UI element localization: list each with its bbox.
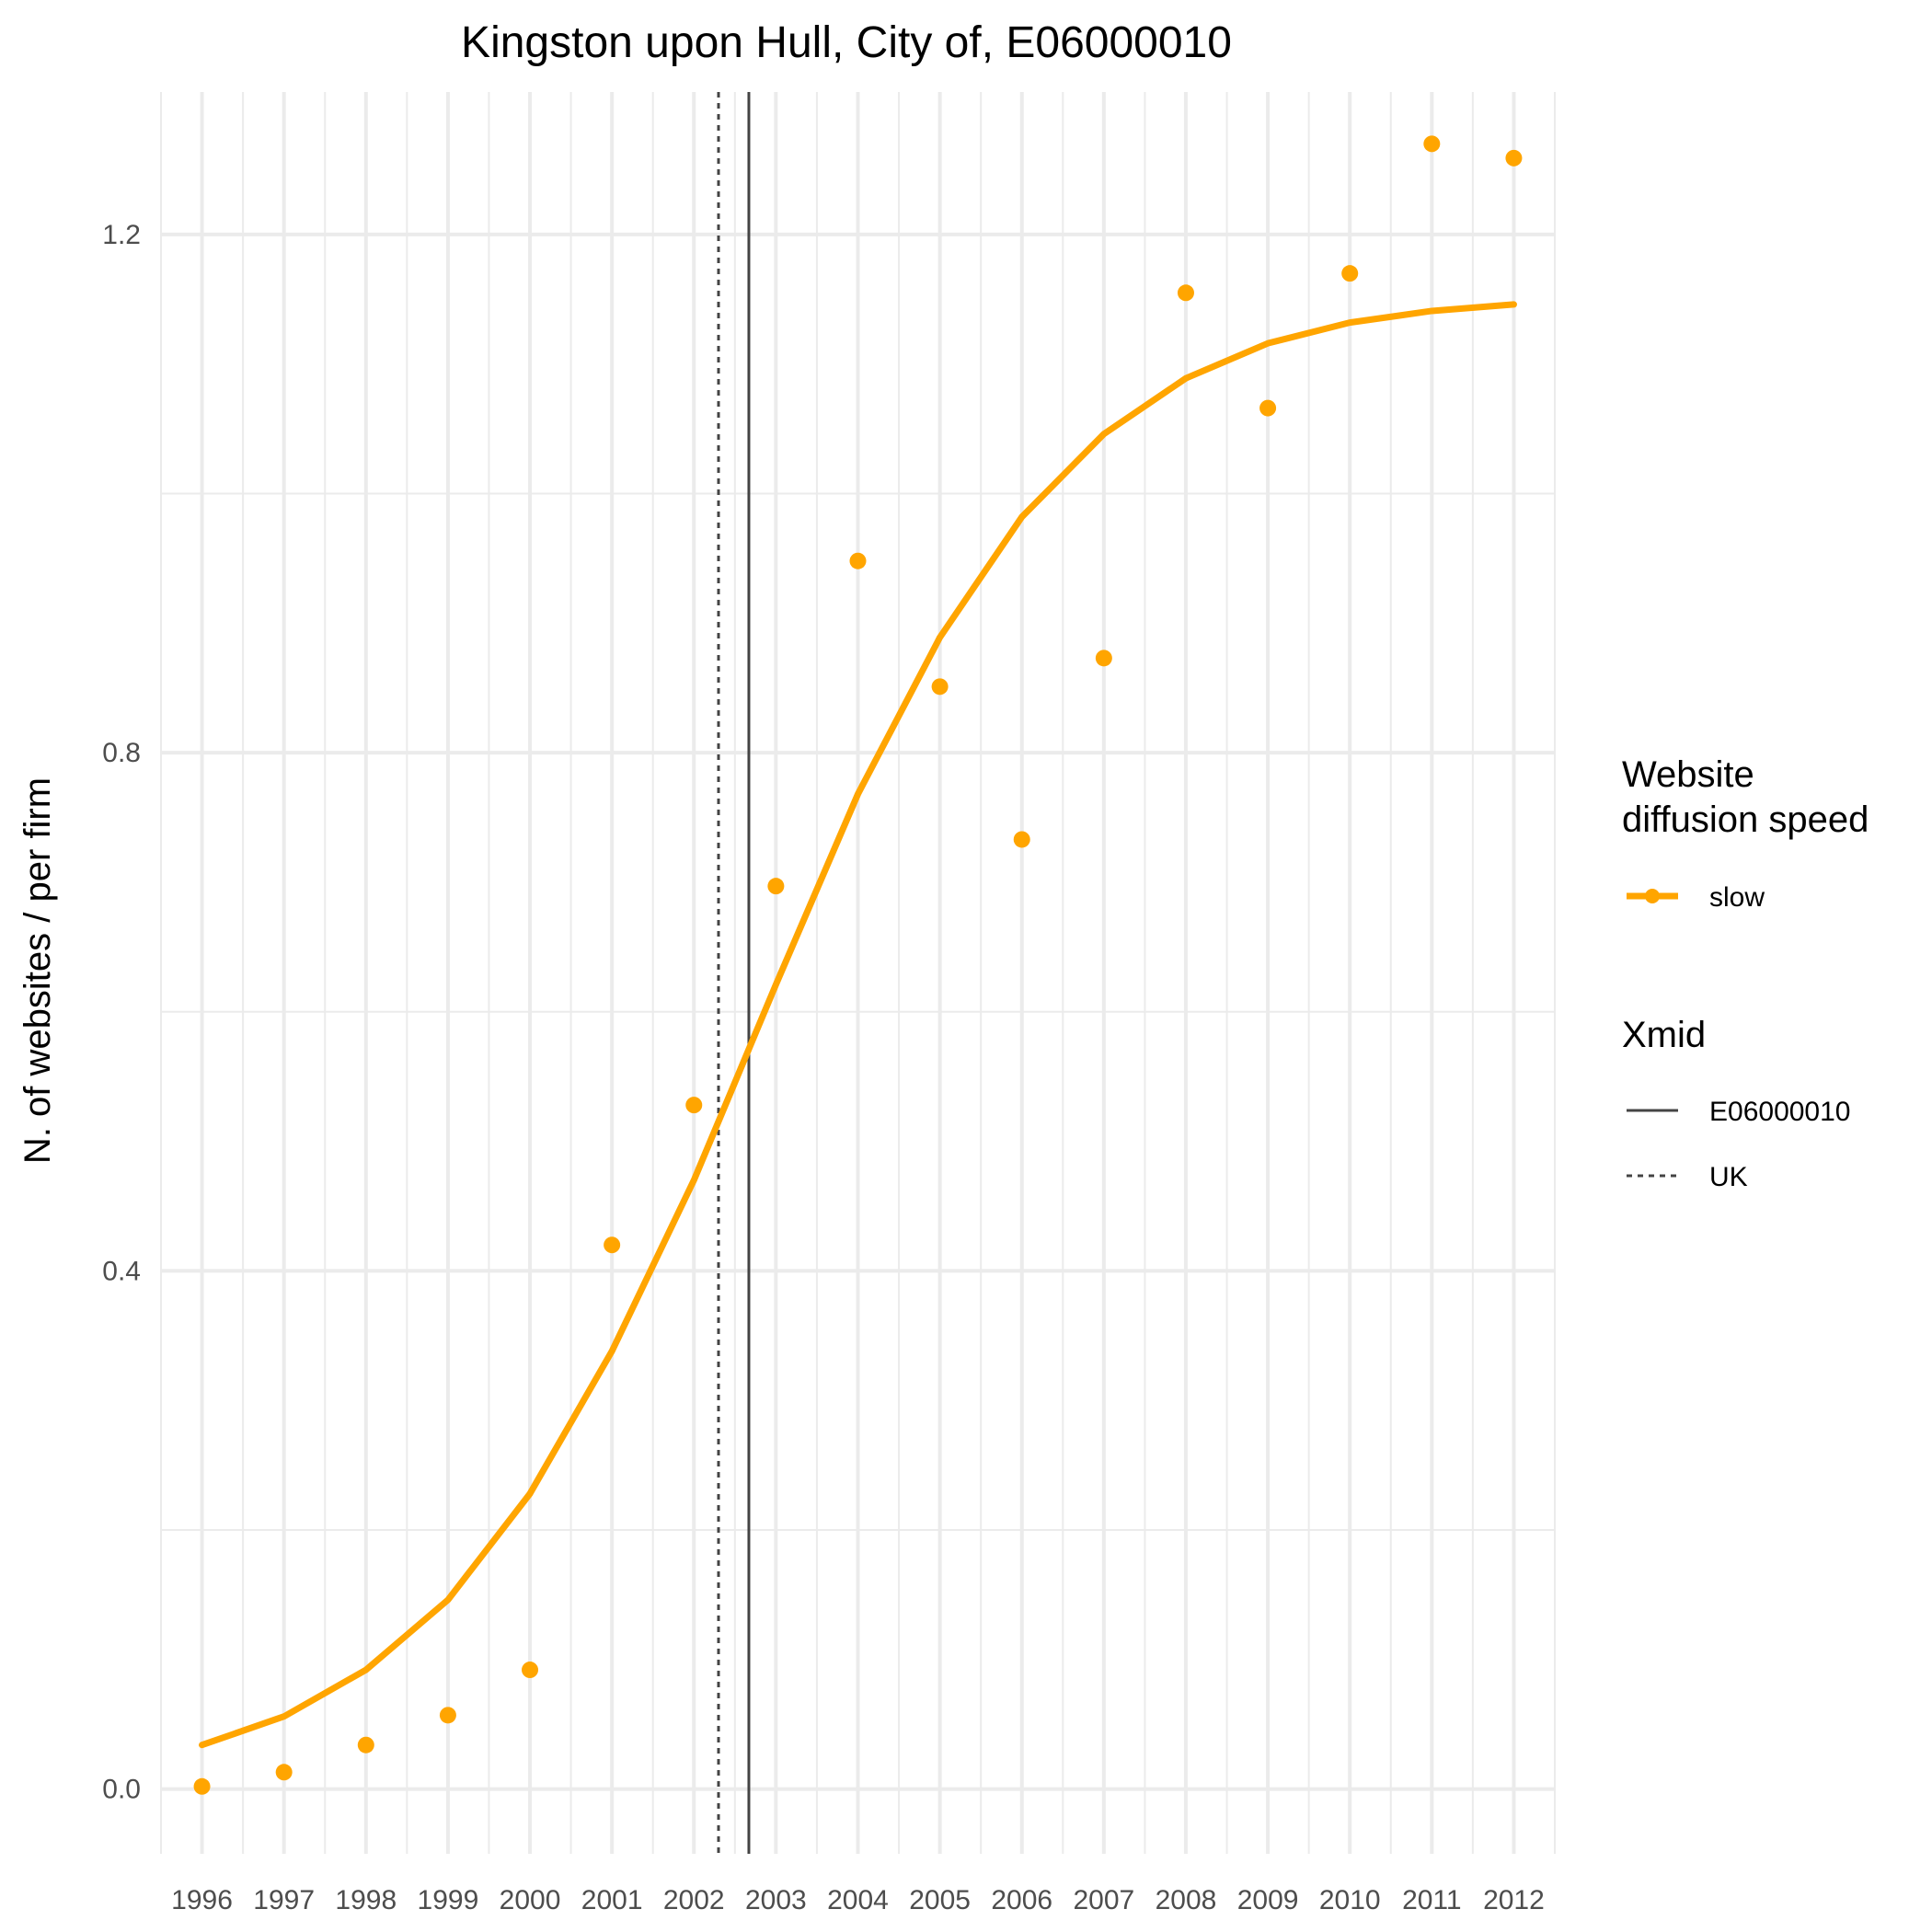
data-point <box>193 1777 211 1795</box>
legend-slow-label: slow <box>1709 882 1765 913</box>
x-tick-label: 1996 <box>171 1885 233 1915</box>
x-tick-label: 2009 <box>1237 1885 1299 1915</box>
data-point <box>1013 831 1030 848</box>
series-lines <box>199 301 1517 1749</box>
x-tick-label: 1998 <box>335 1885 397 1915</box>
x-tick-label: 2010 <box>1319 1885 1381 1915</box>
grid-major <box>161 92 1555 1854</box>
legend-xmid-title: Xmid <box>1622 1015 1706 1055</box>
y-axis-label: N. of websites / per firm <box>17 777 58 1164</box>
legend-slow-point-key <box>1645 889 1660 903</box>
legend-uk-label: UK <box>1709 1162 1748 1192</box>
x-tick-label: 2001 <box>581 1885 643 1915</box>
xmid-lines <box>717 92 751 1854</box>
y-axis-ticks: 0.0 0.4 0.8 1.2 <box>102 220 141 1805</box>
x-tick-label: 2011 <box>1402 1885 1462 1915</box>
grid-minor <box>160 92 1556 1854</box>
x-tick-label: 1997 <box>253 1885 315 1915</box>
y-tick-label: 0.4 <box>102 1256 141 1286</box>
y-tick-label: 0.0 <box>102 1775 141 1805</box>
legend-speed-title-line1: Website <box>1622 754 1754 795</box>
data-point <box>1095 650 1112 667</box>
chart-title: Kingston upon Hull, City of, E06000010 <box>461 18 1232 67</box>
x-tick-label: 2007 <box>1073 1885 1134 1915</box>
x-tick-label: 2003 <box>745 1885 807 1915</box>
y-tick-label: 1.2 <box>102 220 141 250</box>
fitted-curve-slow <box>199 301 1517 1749</box>
data-point <box>439 1707 456 1724</box>
x-tick-label: 2000 <box>500 1885 561 1915</box>
data-point <box>275 1764 293 1781</box>
data-point <box>767 878 785 895</box>
data-point <box>522 1662 539 1679</box>
x-tick-label: 2012 <box>1483 1885 1545 1915</box>
data-point <box>1505 149 1523 167</box>
y-tick-label: 0.8 <box>102 738 141 768</box>
x-tick-label: 1999 <box>418 1885 479 1915</box>
data-point <box>1423 135 1441 153</box>
data-point <box>685 1097 703 1114</box>
legend-e06000010-label: E06000010 <box>1709 1097 1851 1127</box>
x-tick-label: 2008 <box>1156 1885 1217 1915</box>
series-points <box>193 135 1523 1795</box>
x-tick-label: 2002 <box>663 1885 725 1915</box>
legend-speed-title-line2: diffusion speed <box>1622 799 1869 840</box>
data-point <box>357 1736 374 1754</box>
x-tick-label: 2006 <box>991 1885 1052 1915</box>
x-tick-label: 2004 <box>827 1885 889 1915</box>
data-point <box>849 552 867 569</box>
x-axis-ticks: 1996 1997 1998 1999 2000 2001 2002 2003 2004 2005… <box>171 1885 1545 1915</box>
data-point <box>1259 399 1277 417</box>
legend: Website diffusion speed slow Xmid E06000… <box>1622 754 1869 1192</box>
x-tick-label: 2005 <box>909 1885 971 1915</box>
data-point <box>604 1236 621 1254</box>
data-point <box>1177 284 1194 302</box>
data-point <box>1341 265 1359 282</box>
data-point <box>931 678 949 696</box>
